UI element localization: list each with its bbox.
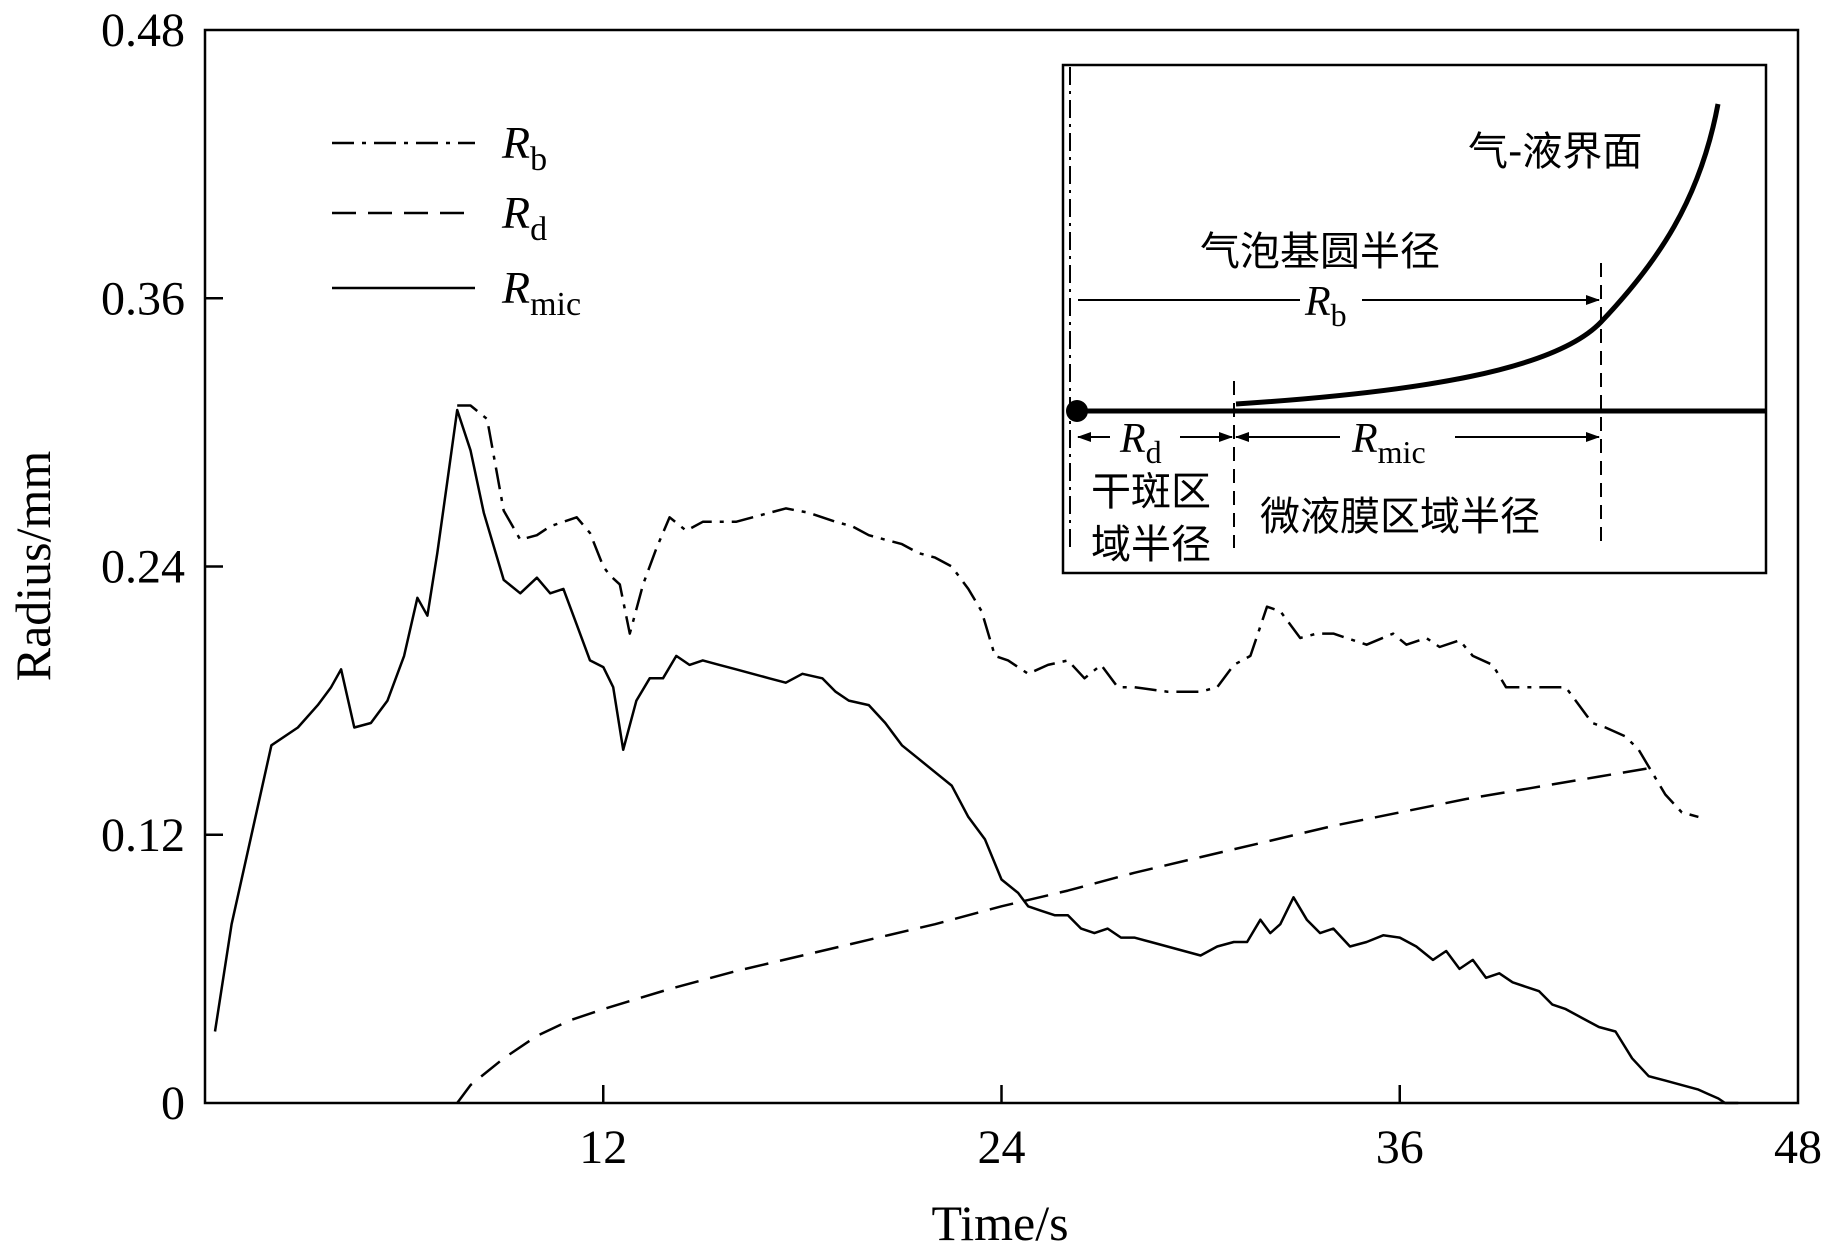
inset-diagram: Rb Rd Rmic 气-液界面 气泡基圆半径 干斑区 域半径 微液膜区域半径 (1061, 63, 1768, 575)
inset-rmic-label: Rmic (1351, 416, 1426, 470)
series-line-rb (457, 404, 1699, 819)
legend-label-rmic: Rmic (501, 262, 581, 323)
y-axis-title: Radius/mm (5, 451, 61, 682)
inset-micro-film-text: 微液膜区域半径 (1260, 494, 1540, 540)
legend: Rb Rd Rmic (332, 117, 581, 323)
y-tick-label: 0.48 (101, 4, 185, 57)
y-axis: 0 0.12 0.24 0.36 0.48 (101, 4, 223, 1130)
y-tick-label: 0.36 (101, 272, 185, 325)
x-tick-label: 12 (579, 1121, 627, 1174)
x-axis: 12 24 36 48 (579, 1085, 1822, 1174)
x-axis-title: Time/s (931, 1195, 1068, 1251)
inset-dry-spot-text-2: 域半径 (1091, 522, 1211, 568)
inset-dry-spot-text-1: 干斑区 (1091, 469, 1211, 515)
inset-interface-curve (1235, 103, 1721, 407)
x-tick-label: 24 (978, 1121, 1026, 1174)
inset-rb-label-bg (1300, 272, 1362, 326)
inset-interface-text: 气-液界面 (1468, 129, 1642, 175)
inset-rd-label: Rd (1119, 416, 1162, 470)
y-tick-label: 0.12 (101, 809, 185, 862)
inset-rb-label: Rb (1304, 279, 1347, 333)
inset-frame (1061, 63, 1768, 575)
x-tick-label: 48 (1774, 1121, 1822, 1174)
x-tick-label: 36 (1376, 1121, 1424, 1174)
y-tick-label: 0.24 (101, 541, 185, 594)
inset-bubble-base-text: 气泡基圆半径 (1200, 229, 1440, 275)
legend-label-rb: Rb (501, 117, 547, 178)
legend-label-rd: Rd (501, 187, 547, 248)
y-tick-label: 0 (161, 1077, 185, 1130)
series-line-rmic (213, 408, 1739, 1105)
series-layer (213, 404, 1739, 1105)
inset-center-dot (1066, 400, 1088, 422)
series-line-rd (456, 766, 1653, 1104)
